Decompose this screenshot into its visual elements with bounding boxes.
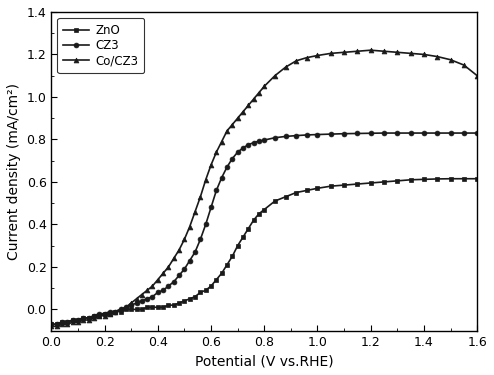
ZnO — [448, 177, 453, 181]
Legend: ZnO, CZ3, Co/CZ3: ZnO, CZ3, Co/CZ3 — [57, 18, 144, 74]
CZ3 — [48, 322, 54, 327]
CZ3 — [474, 131, 480, 135]
CZ3 — [250, 140, 256, 145]
CZ3 — [283, 134, 288, 139]
Line: ZnO: ZnO — [49, 176, 480, 327]
Co/CZ3 — [123, 305, 129, 309]
ZnO — [355, 182, 361, 186]
ZnO — [123, 307, 129, 312]
ZnO — [283, 195, 288, 199]
CZ3 — [381, 131, 387, 135]
ZnO — [250, 218, 256, 222]
Co/CZ3 — [283, 65, 288, 69]
CZ3 — [448, 131, 453, 135]
CZ3 — [123, 305, 129, 309]
Y-axis label: Current density (mA/cm²): Current density (mA/cm²) — [7, 83, 21, 260]
CZ3 — [118, 307, 124, 312]
ZnO — [118, 309, 124, 314]
Co/CZ3 — [474, 74, 480, 78]
Co/CZ3 — [368, 48, 373, 52]
Co/CZ3 — [250, 97, 256, 101]
Line: Co/CZ3: Co/CZ3 — [49, 48, 480, 329]
ZnO — [48, 322, 54, 327]
Co/CZ3 — [118, 307, 124, 312]
CZ3 — [355, 131, 361, 136]
Co/CZ3 — [48, 324, 54, 328]
Co/CZ3 — [448, 57, 453, 62]
ZnO — [474, 177, 480, 181]
Line: CZ3: CZ3 — [49, 130, 480, 327]
ZnO — [434, 177, 440, 181]
Co/CZ3 — [355, 49, 361, 54]
X-axis label: Potential (V vs.RHE): Potential (V vs.RHE) — [195, 354, 333, 368]
